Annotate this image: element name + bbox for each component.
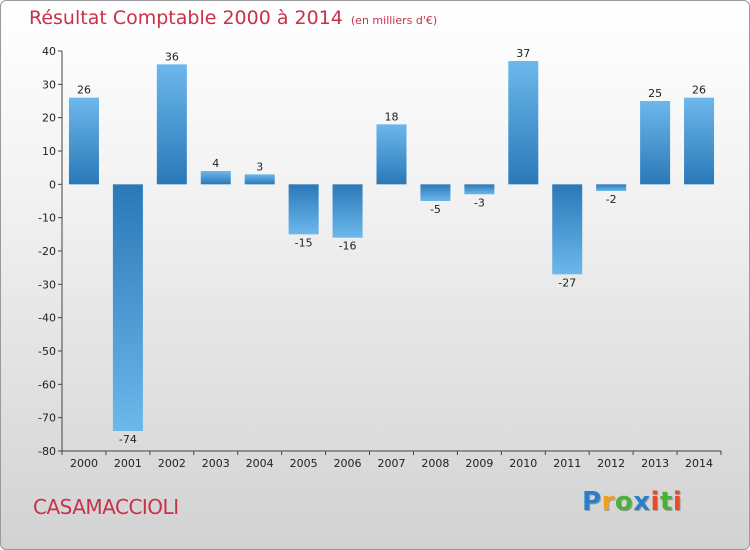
x-tick-label: 2002 bbox=[158, 457, 186, 470]
data-label: -2 bbox=[606, 193, 617, 206]
data-label: -27 bbox=[558, 276, 576, 289]
bar bbox=[288, 184, 319, 235]
logo-letter: x bbox=[633, 487, 651, 517]
x-tick-label: 2008 bbox=[421, 457, 449, 470]
logo-letter: i bbox=[650, 487, 660, 517]
data-label: 37 bbox=[516, 47, 530, 60]
bar bbox=[552, 184, 583, 275]
data-label: -5 bbox=[430, 203, 441, 216]
data-label: 36 bbox=[165, 50, 179, 63]
data-label: -3 bbox=[474, 196, 485, 209]
data-label: 26 bbox=[77, 84, 91, 97]
bar bbox=[68, 97, 99, 185]
x-tick-label: 2000 bbox=[70, 457, 98, 470]
logo-letter: i bbox=[672, 487, 683, 517]
bar bbox=[508, 61, 539, 185]
proxiti-logo: Proxiti bbox=[582, 487, 682, 517]
chart-title: Résultat Comptable 2000 à 2014 bbox=[29, 7, 343, 29]
bar bbox=[200, 171, 231, 185]
chart-title-group: Résultat Comptable 2000 à 2014 (en millie… bbox=[29, 7, 437, 29]
y-tick-label: -70 bbox=[38, 412, 56, 425]
bar bbox=[244, 174, 275, 185]
x-tick-label: 2010 bbox=[509, 457, 537, 470]
y-tick-label: -40 bbox=[38, 312, 56, 325]
y-tick-label: -50 bbox=[38, 345, 56, 358]
logo-letter: t bbox=[659, 487, 673, 517]
data-label: -15 bbox=[295, 236, 313, 249]
x-tick-label: 2009 bbox=[465, 457, 493, 470]
y-tick-label: 10 bbox=[42, 145, 56, 158]
x-tick-label: 2013 bbox=[641, 457, 669, 470]
bar bbox=[332, 184, 363, 238]
logo-letter: r bbox=[601, 487, 615, 517]
data-label: 26 bbox=[692, 84, 706, 97]
data-label: 18 bbox=[385, 110, 399, 123]
data-label: 3 bbox=[256, 160, 263, 173]
y-tick-label: -80 bbox=[38, 445, 56, 458]
y-tick-label: 0 bbox=[49, 178, 56, 191]
data-label: 25 bbox=[648, 87, 662, 100]
bar bbox=[596, 184, 627, 191]
bar bbox=[376, 124, 407, 185]
y-tick-label: -60 bbox=[38, 378, 56, 391]
chart-subtitle: (en milliers d'€) bbox=[350, 14, 438, 27]
x-tick-label: 2005 bbox=[290, 457, 318, 470]
bar bbox=[420, 184, 451, 201]
bar bbox=[112, 184, 143, 431]
x-tick-label: 2003 bbox=[202, 457, 230, 470]
bar bbox=[464, 184, 495, 195]
x-tick-label: 2006 bbox=[334, 457, 362, 470]
bar bbox=[640, 101, 671, 185]
bar bbox=[684, 97, 715, 185]
y-tick-label: -20 bbox=[38, 245, 56, 258]
location-name: CASAMACCIOLI bbox=[33, 495, 179, 519]
data-label: 4 bbox=[212, 157, 219, 170]
x-tick-label: 2007 bbox=[378, 457, 406, 470]
x-tick-label: 2012 bbox=[597, 457, 625, 470]
y-tick-label: -10 bbox=[38, 212, 56, 225]
x-tick-label: 2001 bbox=[114, 457, 142, 470]
x-tick-label: 2004 bbox=[246, 457, 274, 470]
logo-letter: P bbox=[582, 487, 602, 517]
x-tick-label: 2014 bbox=[685, 457, 713, 470]
data-label: -16 bbox=[339, 240, 357, 253]
y-tick-label: 30 bbox=[42, 78, 56, 91]
data-label: -74 bbox=[119, 433, 137, 446]
y-tick-label: -30 bbox=[38, 278, 56, 291]
bar bbox=[156, 64, 187, 185]
y-tick-label: 40 bbox=[42, 45, 56, 58]
x-tick-label: 2011 bbox=[553, 457, 581, 470]
logo-letter: o bbox=[614, 487, 634, 517]
y-tick-label: 20 bbox=[42, 112, 56, 125]
